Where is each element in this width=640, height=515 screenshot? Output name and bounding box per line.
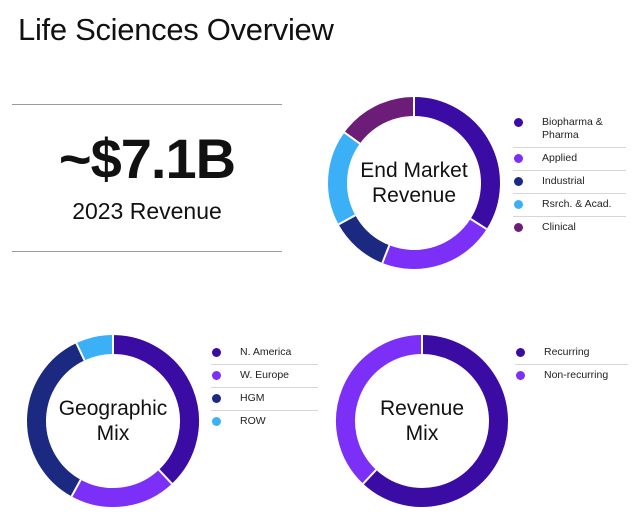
chart-title-line: Revenue — [371, 184, 457, 207]
geographic-donut-chart — [27, 335, 199, 507]
end-market-donut-chart — [328, 97, 500, 269]
donut-slice-separator — [158, 469, 173, 485]
chart-title-line: End Market — [360, 159, 468, 182]
donut-slice-w-europe — [71, 469, 172, 507]
donut-slice-clinical — [344, 97, 415, 144]
legend-item-non-recurring: Non-recurring — [515, 365, 628, 387]
legend-item-recurring: Recurring — [515, 342, 628, 365]
legend-item-rsrch-acad: Rsrch. & Acad. — [513, 194, 626, 217]
donut-slice-separator — [343, 131, 361, 145]
donut-slice-applied — [382, 218, 487, 269]
legend-swatch — [212, 417, 221, 426]
legend-swatch — [514, 200, 523, 209]
geographic-legend: N. America W. Europe HGM ROW — [211, 342, 318, 433]
legend-label: Applied — [542, 152, 578, 164]
page-title: Life Sciences Overview — [18, 12, 334, 47]
legend-item-applied: Applied — [513, 148, 626, 171]
legend-swatch — [212, 348, 221, 357]
legend-swatch — [514, 118, 523, 127]
revenue-headline: ~$7.1B 2023 Revenue — [12, 104, 282, 252]
legend-item-w-europe: W. Europe — [211, 365, 318, 388]
donut-slice-rsrch-acad — [328, 132, 361, 225]
donut-slice-non-recurring — [336, 335, 423, 484]
legend-item-n-america: N. America — [211, 342, 318, 365]
legend-label: Non-recurring — [544, 369, 609, 381]
legend-swatch — [514, 223, 523, 232]
legend-swatch — [514, 154, 523, 163]
legend-label: Pharma — [542, 129, 579, 141]
chart-title-line: Geographic — [58, 397, 168, 420]
legend-item-row: ROW — [211, 411, 318, 433]
legend-swatch — [516, 371, 525, 380]
revenue-mix-donut-chart — [336, 335, 508, 507]
revenue-value: ~$7.1B — [58, 127, 236, 190]
legend-label: Recurring — [544, 346, 590, 358]
donut-slice-recurring — [363, 335, 508, 507]
legend-label: N. America — [240, 346, 292, 358]
geographic-chart-title: Geographic Mix — [43, 396, 183, 446]
donut-slice-biopharma-pharma — [413, 97, 500, 230]
donut-slice-hgm — [27, 343, 85, 497]
legend-item-industrial: Industrial — [513, 171, 626, 194]
donut-slice-separator — [338, 214, 356, 226]
legend-label: Biopharma & — [542, 116, 603, 128]
revenue-mix-chart-title: Revenue Mix — [352, 396, 492, 446]
revenue-mix-legend: Recurring Non-recurring — [515, 342, 628, 387]
legend-swatch — [212, 394, 221, 403]
legend-label: Industrial — [542, 175, 585, 187]
legend-item-biopharma-pharma: Biopharma & Pharma — [513, 112, 626, 148]
chart-title-line: Revenue — [379, 397, 465, 420]
end-market-chart-title: End Market Revenue — [344, 158, 484, 208]
chart-title-line: Mix — [96, 422, 130, 445]
revenue-label: 2023 Revenue — [72, 198, 222, 224]
legend-label: ROW — [240, 415, 266, 427]
donut-slice-separator — [381, 244, 391, 264]
legend-label: W. Europe — [240, 369, 290, 381]
end-market-legend: Biopharma & Pharma Applied Industrial Rsrch.… — [513, 112, 626, 239]
chart-title-line: Mix — [405, 422, 439, 445]
donut-slice-industrial — [338, 214, 390, 263]
donut-slice-separator — [362, 469, 377, 485]
donut-slice-separator — [75, 342, 86, 361]
donut-slice-separator — [470, 218, 488, 230]
donut-slice-n-america — [112, 335, 199, 484]
legend-label: Rsrch. & Acad. — [542, 198, 612, 210]
legend-item-hgm: HGM — [211, 388, 318, 411]
legend-item-clinical: Clinical — [513, 217, 626, 239]
legend-label: HGM — [240, 392, 265, 404]
legend-swatch — [514, 177, 523, 186]
legend-label: Clinical — [542, 221, 576, 233]
legend-swatch — [212, 371, 221, 380]
donut-slice-separator — [70, 479, 82, 497]
legend-swatch — [516, 348, 525, 357]
donut-slice-row — [76, 335, 114, 361]
